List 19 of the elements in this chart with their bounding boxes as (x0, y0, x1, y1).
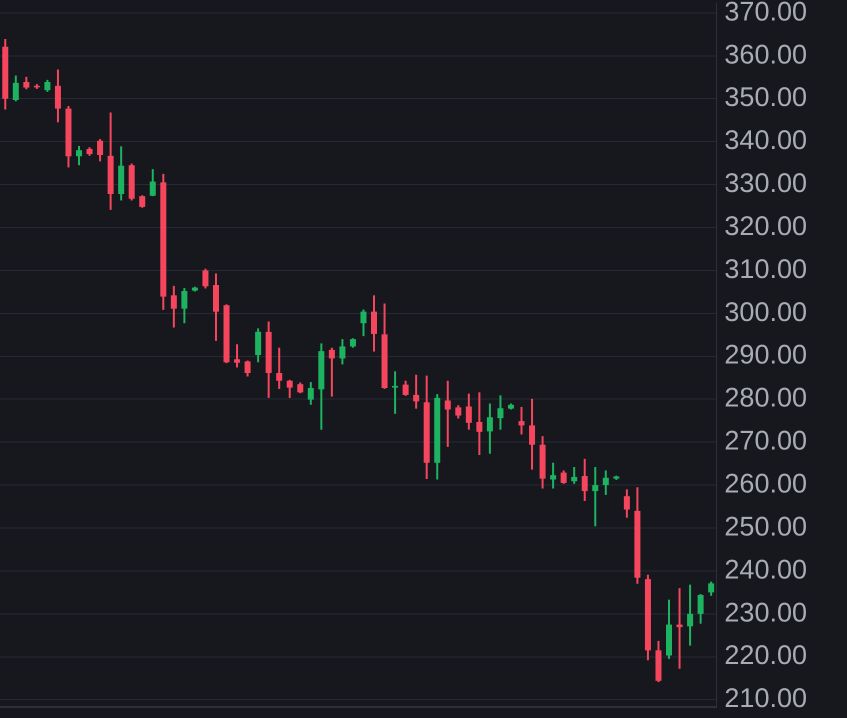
y-tick-label: 360.00 (724, 39, 808, 70)
y-tick-label: 320.00 (724, 210, 808, 241)
y-tick-label: 240.00 (724, 554, 808, 584)
y-tick-label: 210.00 (724, 683, 808, 714)
y-tick-label: 220.00 (724, 640, 808, 670)
y-tick-label: 250.00 (724, 511, 808, 542)
y-tick-label: 230.00 (724, 597, 808, 628)
y-tick-label: 340.00 (724, 125, 808, 156)
y-tick-label: 280.00 (724, 382, 808, 413)
y-tick-label: 270.00 (724, 426, 808, 456)
y-tick-label: 260.00 (724, 468, 808, 499)
y-tick-label: 350.00 (724, 82, 808, 112)
y-tick-label: 370.00 (724, 0, 808, 26)
y-tick-label: 290.00 (724, 340, 808, 370)
candlestick (592, 467, 598, 526)
y-tick-label: 310.00 (724, 254, 808, 284)
y-tick-label: 300.00 (724, 296, 808, 327)
candlestick (676, 588, 683, 669)
y-tick-label: 330.00 (724, 168, 808, 198)
